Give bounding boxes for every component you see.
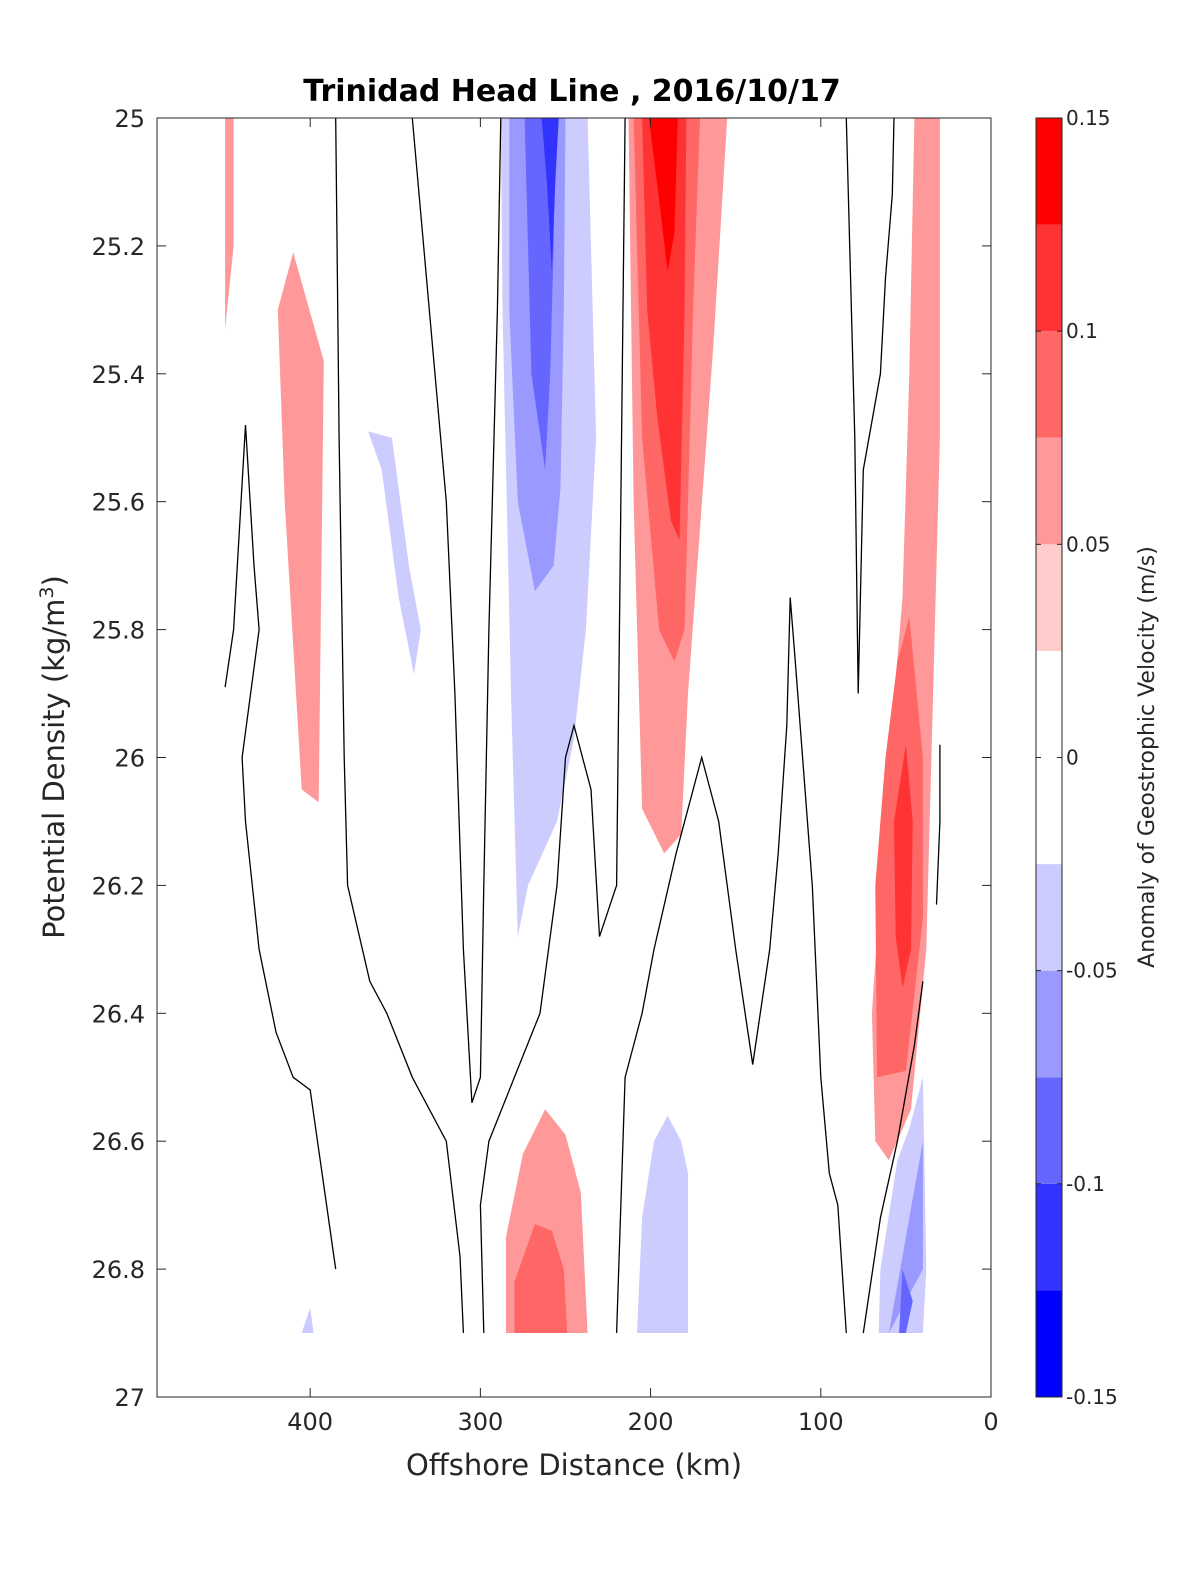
y-axis-label-superscript: 3 — [36, 586, 58, 598]
region-neg-d4 — [541, 118, 559, 272]
contour-c7 — [862, 981, 924, 1334]
colorbar-swatch — [1036, 1077, 1062, 1184]
zero-contour-lines — [224, 118, 941, 1334]
x-tick-label: 0 — [983, 1408, 998, 1436]
region-neg-j — [301, 1307, 314, 1333]
contour-c3 — [411, 118, 502, 1104]
colorbar: 0.15 0.1 0.05 0 -0.05 -0.1 -0.15 — [1035, 106, 1118, 1409]
y-axis-ticks: 25 25.2 25.4 25.6 25.8 26 26.2 26.4 26.6 26.8 27 — [92, 105, 991, 1412]
colorbar-swatch — [1036, 1183, 1062, 1291]
y-tick-label: 26 — [114, 745, 145, 773]
contour-c2 — [335, 118, 465, 1334]
contour-c6 — [845, 118, 895, 694]
y-tick-label: 25.4 — [92, 361, 145, 389]
contour-c5 — [615, 597, 847, 1334]
region-pos-e3 — [642, 118, 687, 541]
x-tick-label: 100 — [798, 1408, 844, 1436]
x-tick-label: 300 — [457, 1408, 503, 1436]
region-neg-g3 — [899, 1269, 913, 1333]
x-axis-label: Offshore Distance (km) — [406, 1448, 742, 1482]
colorbar-tick-label: 0.15 — [1066, 106, 1111, 130]
region-neg-i — [637, 1115, 688, 1333]
colorbar-ticks: 0.15 0.1 0.05 0 -0.05 -0.1 -0.15 — [1036, 106, 1118, 1409]
colorbar-swatch — [1036, 1290, 1062, 1397]
region-pos-e4 — [648, 118, 678, 272]
contour-c8 — [935, 744, 941, 905]
y-tick-label: 25.2 — [92, 233, 145, 261]
y-axis-label-close: ) — [37, 575, 71, 586]
y-tick-label: 26.4 — [92, 1000, 145, 1028]
region-pos-h2 — [514, 1224, 568, 1333]
colorbar-swatch — [1036, 118, 1062, 225]
colorbar-tick-label: -0.05 — [1066, 959, 1118, 983]
region-neg-c — [368, 431, 421, 675]
colorbar-swatch — [1036, 224, 1062, 332]
y-tick-label: 26.6 — [92, 1128, 145, 1156]
colorbar-tick-label: 0.05 — [1066, 532, 1111, 556]
colorbar-swatch — [1036, 864, 1062, 971]
y-tick-label: 25 — [114, 105, 145, 133]
filled-contours — [225, 118, 940, 1333]
colorbar-swatch — [1036, 970, 1062, 1078]
y-tick-label: 27 — [114, 1384, 145, 1412]
region-pos-f3 — [894, 744, 913, 988]
x-tick-label: 400 — [287, 1408, 333, 1436]
region-pos-a — [225, 118, 234, 329]
x-tick-label: 200 — [628, 1408, 674, 1436]
colorbar-tick-label: 0.1 — [1066, 319, 1098, 343]
region-neg-d3 — [524, 118, 556, 470]
region-neg-g2 — [888, 1141, 923, 1333]
contour-c1 — [224, 424, 337, 1270]
colorbar-swatch — [1036, 437, 1062, 545]
x-axis-ticks: 400 300 200 100 0 — [287, 118, 999, 1436]
colorbar-tick-label: 0 — [1066, 746, 1079, 770]
y-tick-label: 26.2 — [92, 872, 145, 900]
y-axis-label: Potential Density (kg/m3) — [36, 575, 71, 939]
y-tick-label: 25.8 — [92, 617, 145, 645]
plot-area: 400 300 200 100 0 25 25.2 25.4 25.6 25.8 26 26.2 26… — [92, 105, 999, 1436]
colorbar-label: Anomaly of Geostrophic Velocity (m/s) — [1135, 546, 1160, 968]
colorbar-tick-label: -0.1 — [1066, 1172, 1105, 1196]
y-tick-label: 26.8 — [92, 1256, 145, 1284]
chart-title: Trinidad Head Line , 2016/10/17 — [303, 74, 840, 109]
y-tick-label: 25.6 — [92, 489, 145, 517]
y-axis-label-main: Potential Density (kg/m — [37, 599, 71, 939]
colorbar-swatch — [1036, 544, 1062, 651]
contour-c4 — [479, 118, 626, 1334]
region-pos-b — [277, 252, 324, 803]
colorbar-tick-label: -0.15 — [1066, 1385, 1118, 1409]
colorbar-swatch — [1036, 331, 1062, 438]
